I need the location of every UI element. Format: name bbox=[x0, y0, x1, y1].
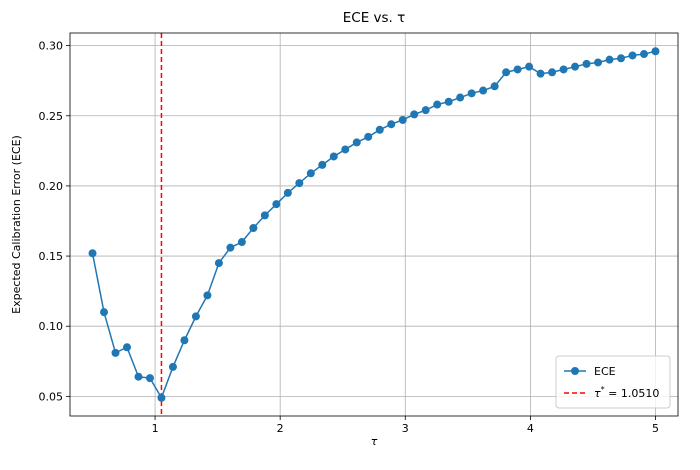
data-point bbox=[548, 68, 557, 77]
data-point bbox=[456, 93, 465, 102]
data-point bbox=[628, 51, 637, 60]
data-point bbox=[490, 82, 499, 91]
data-point bbox=[283, 188, 292, 197]
data-point bbox=[559, 65, 568, 74]
data-point bbox=[582, 59, 591, 68]
data-point bbox=[226, 243, 235, 252]
data-point bbox=[203, 291, 212, 300]
legend-threshold-value: = 1.0510 bbox=[605, 387, 660, 400]
data-point bbox=[145, 374, 154, 383]
data-point bbox=[410, 110, 419, 119]
data-point bbox=[525, 62, 534, 71]
x-tick-label: 3 bbox=[402, 422, 409, 435]
data-point bbox=[444, 97, 453, 106]
data-point bbox=[249, 224, 258, 233]
data-point bbox=[157, 393, 166, 402]
plot-frame bbox=[69, 32, 679, 417]
x-tick-label: 4 bbox=[527, 422, 534, 435]
data-point bbox=[306, 169, 315, 178]
data-point bbox=[100, 308, 109, 317]
data-point bbox=[605, 55, 614, 64]
data-point bbox=[433, 100, 442, 109]
legend: ECE τ* = 1.0510 bbox=[555, 355, 671, 409]
data-point bbox=[617, 54, 626, 63]
data-point bbox=[651, 47, 660, 56]
data-point bbox=[272, 200, 281, 209]
data-point bbox=[237, 238, 246, 247]
legend-threshold-symbol: τ bbox=[594, 387, 601, 400]
x-axis-label: τ bbox=[371, 435, 378, 448]
data-point bbox=[329, 152, 338, 161]
data-point bbox=[122, 343, 131, 352]
series-group bbox=[88, 47, 660, 402]
data-point bbox=[214, 259, 223, 268]
data-point bbox=[639, 50, 648, 59]
data-point bbox=[260, 211, 269, 220]
data-point bbox=[318, 160, 327, 169]
data-point bbox=[375, 125, 384, 134]
x-tick-label: 5 bbox=[652, 422, 659, 435]
data-point bbox=[421, 106, 430, 115]
data-point bbox=[467, 89, 476, 98]
legend-threshold-label: τ* = 1.0510 bbox=[594, 385, 659, 400]
data-point bbox=[364, 132, 373, 141]
data-point bbox=[180, 336, 189, 345]
x-axis-ticks: 1 2 3 4 5 bbox=[152, 416, 659, 435]
y-tick-label: 0.10 bbox=[39, 320, 64, 333]
x-tick-label: 1 bbox=[152, 422, 159, 435]
legend-series-label: ECE bbox=[594, 365, 616, 378]
y-axis-label: Expected Calibration Error (ECE) bbox=[10, 135, 23, 314]
data-point bbox=[502, 68, 511, 77]
data-point bbox=[513, 65, 522, 74]
data-point bbox=[479, 86, 488, 95]
x-tick-label: 2 bbox=[277, 422, 284, 435]
y-axis-ticks: 0.05 0.10 0.15 0.20 0.25 0.30 bbox=[39, 40, 70, 403]
chart-title: ECE vs. τ bbox=[343, 10, 406, 26]
data-point bbox=[134, 372, 143, 381]
data-point bbox=[387, 120, 396, 129]
data-point bbox=[341, 145, 350, 154]
data-point bbox=[168, 362, 177, 371]
data-point bbox=[111, 348, 120, 357]
y-tick-label: 0.20 bbox=[39, 180, 64, 193]
y-tick-label: 0.25 bbox=[39, 110, 64, 123]
y-tick-label: 0.15 bbox=[39, 250, 64, 263]
data-point bbox=[295, 179, 304, 188]
y-tick-label: 0.30 bbox=[39, 40, 64, 53]
data-point bbox=[536, 69, 545, 78]
data-point bbox=[191, 312, 200, 321]
legend-box bbox=[555, 355, 671, 409]
grid bbox=[70, 33, 678, 416]
data-point bbox=[571, 62, 580, 71]
data-point bbox=[352, 138, 361, 147]
legend-series-swatch-marker bbox=[571, 367, 579, 375]
data-point bbox=[594, 58, 603, 67]
data-point bbox=[398, 115, 407, 124]
y-tick-label: 0.05 bbox=[39, 390, 64, 403]
legend-threshold-superscript: * bbox=[601, 385, 605, 394]
data-point bbox=[88, 249, 97, 258]
